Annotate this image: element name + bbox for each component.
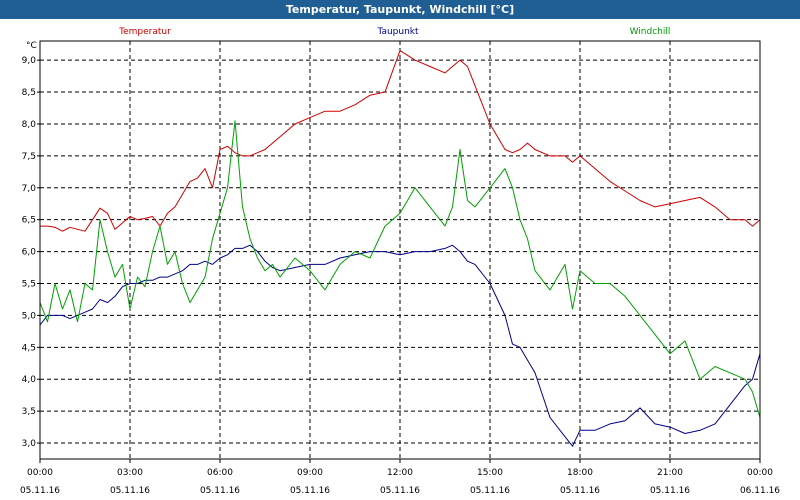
series-line-windchill [39,120,761,418]
x-tick-date-label: 05.11.16 [20,486,60,496]
x-tick-time-label: 09:00 [297,468,323,478]
x-tick-time-label: 03:00 [117,468,143,478]
grid [37,41,761,463]
y-tick-label: 4,0 [22,375,37,385]
line-chart: Temperatur Taupunkt Windchill °C 3,0 3,5 4… [0,19,800,500]
legend-dewpoint: Taupunkt [376,27,419,37]
x-tick-time-label: 21:00 [657,468,683,478]
y-tick-label: 3,5 [22,407,36,417]
series-line-temperatur [40,50,761,232]
x-tick-time-label: 00:00 [27,468,53,478]
axis-labels: 3,0 3,5 4,0 4,5 5,0 5,5 6,0 6,5 7,0 7,5 8,0 8,5 9,0 0… [20,56,780,496]
x-tick-date-label: 05.11.16 [470,486,510,496]
y-tick-label: 6,0 [22,248,37,258]
x-tick-time-label: 00:00 [747,468,773,478]
y-tick-label: 9,0 [22,56,37,66]
legend-temperature: Temperatur [118,27,171,37]
y-tick-label: 5,0 [22,311,37,321]
plot-frame [39,40,761,460]
y-tick-label: 8,0 [22,120,37,130]
x-tick-time-label: 18:00 [567,468,593,478]
y-tick-label: 4,5 [22,343,36,353]
window-title: Temperatur, Taupunkt, Windchill [°C] [0,0,800,19]
x-tick-date-label: 05.11.16 [290,486,330,496]
x-tick-date-label: 05.11.16 [200,486,240,496]
y-tick-label: 7,5 [22,152,36,162]
y-axis-unit: °C [26,41,37,51]
series-layer [39,50,761,447]
x-tick-date-label: 05.11.16 [110,486,150,496]
y-tick-label: 5,5 [22,280,36,290]
y-tick-label: 6,5 [22,216,36,226]
x-tick-date-label: 06.11.16 [740,486,780,496]
series-line-taupunkt [39,244,761,447]
y-tick-label: 7,0 [22,184,37,194]
x-tick-time-label: 06:00 [207,468,233,478]
x-tick-time-label: 15:00 [477,468,503,478]
y-tick-label: 8,5 [22,88,36,98]
x-tick-date-label: 05.11.16 [380,486,420,496]
x-tick-date-label: 05.11.16 [650,486,690,496]
x-tick-time-label: 12:00 [387,468,413,478]
legend-windchill: Windchill [630,27,671,37]
x-tick-date-label: 05.11.16 [560,486,600,496]
y-tick-label: 3,0 [22,439,37,449]
